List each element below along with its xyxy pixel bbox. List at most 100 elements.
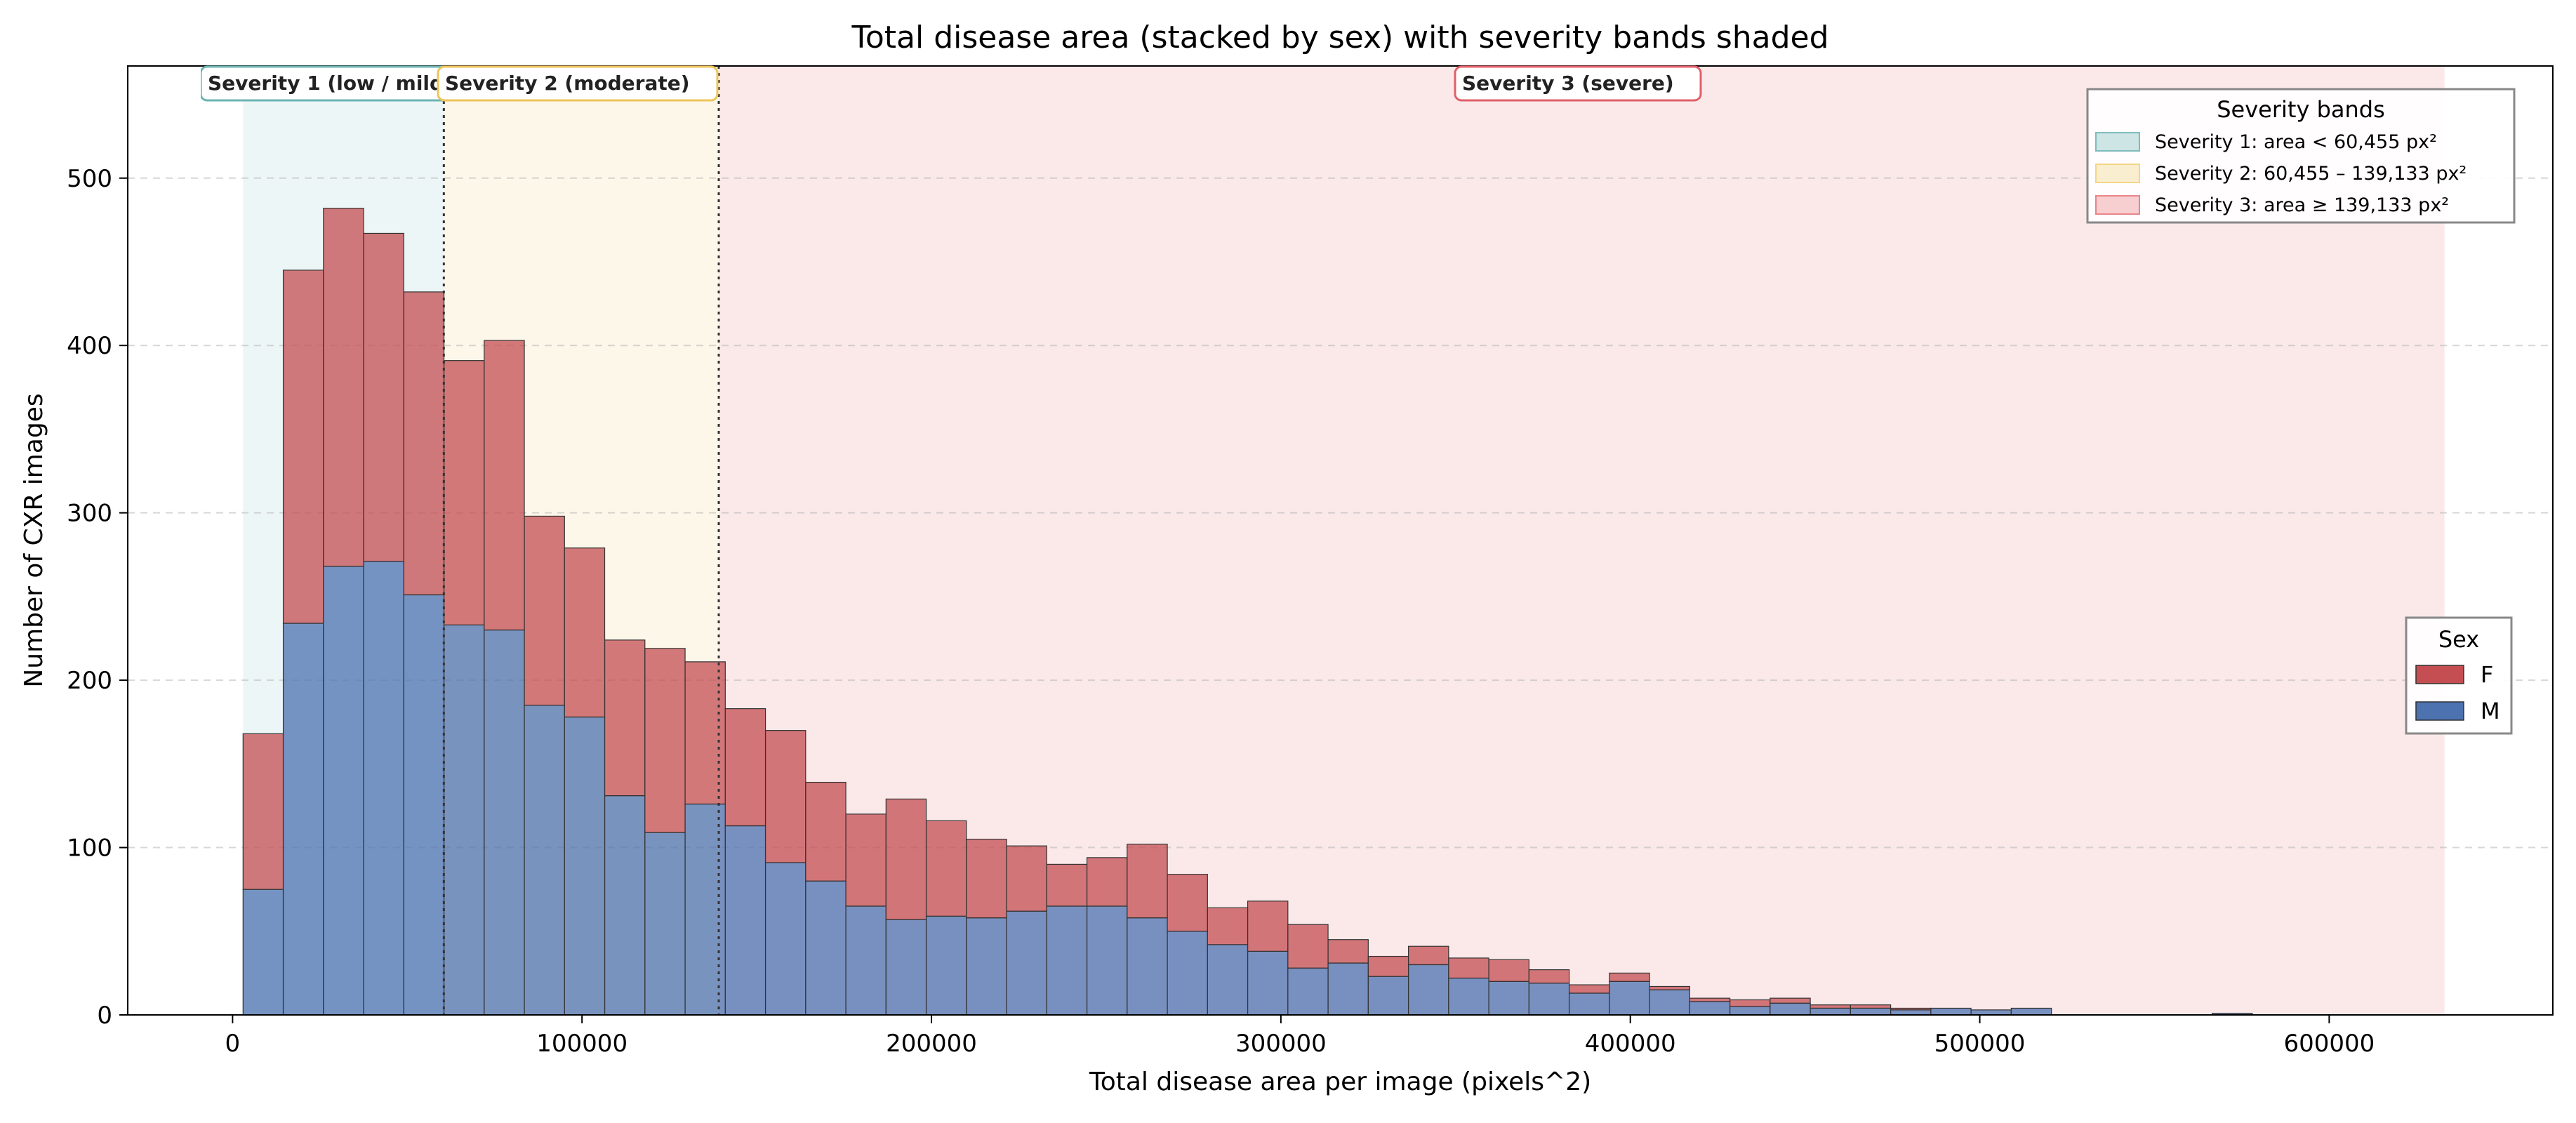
bar-f-3	[363, 232, 404, 562]
y-tick-label: 0	[97, 1002, 112, 1030]
bar-m-7	[524, 705, 565, 1016]
bar-m-4	[403, 594, 445, 1016]
y-tick-label: 100	[67, 835, 112, 863]
band-tag-box	[1454, 65, 1702, 102]
bar-f-23	[1167, 874, 1208, 932]
legend-band-swatch-1	[2095, 132, 2140, 152]
legend-severity-bands: Severity bands Severity 1: area < 60,455 …	[2086, 88, 2516, 224]
bar-f-24	[1207, 907, 1249, 945]
bar-f-36	[1689, 997, 1731, 1002]
bar-m-17	[925, 915, 967, 1016]
band-tag-1: Severity 1 (low / mild)	[201, 65, 465, 102]
plot-frame	[127, 65, 2554, 1016]
band-tag-3: Severity 3 (severe)	[1454, 65, 1702, 102]
legend-band-label-3: Severity 3: area ≥ 139,133 px²	[2155, 194, 2449, 216]
bar-f-2	[323, 208, 364, 567]
legend-bands-box	[2086, 88, 2516, 224]
band-tag-label: Severity 1 (low / mild)	[208, 72, 453, 95]
bar-f-41	[1890, 1007, 1932, 1011]
bar-m-32	[1528, 983, 1570, 1016]
bar-f-22	[1127, 844, 1168, 919]
stacked-bars	[242, 208, 2253, 1016]
bar-m-1	[282, 623, 324, 1016]
bar-f-17	[925, 820, 967, 917]
bar-f-18	[966, 839, 1007, 919]
legend-sex-swatch-m	[2415, 701, 2464, 721]
bar-f-21	[1086, 857, 1128, 907]
bar-f-19	[1006, 845, 1047, 912]
bar-f-1	[282, 270, 324, 624]
bar-m-31	[1488, 981, 1529, 1016]
bar-m-2	[323, 566, 364, 1016]
legend-sex-swatch-f	[2415, 665, 2464, 684]
bar-f-32	[1528, 969, 1570, 984]
bar-f-26	[1287, 924, 1329, 969]
legend-sex-title: Sex	[2438, 626, 2479, 653]
bar-m-37	[1729, 1006, 1771, 1016]
legend-sex-label-f: F	[2481, 661, 2493, 688]
bar-m-34	[1609, 981, 1650, 1016]
x-tick-label: 0	[225, 1030, 241, 1058]
bar-f-16	[885, 798, 927, 920]
bar-f-38	[1770, 997, 1811, 1004]
bar-f-0	[242, 733, 284, 890]
bar-m-25	[1247, 950, 1289, 1016]
x-tick-label: 300000	[1235, 1030, 1327, 1058]
bar-f-34	[1609, 972, 1650, 982]
bar-m-43	[1970, 1009, 2012, 1016]
bar-m-19	[1006, 910, 1047, 1016]
bar-m-27	[1327, 962, 1369, 1016]
legend-sex-label-m: M	[2481, 698, 2500, 724]
bar-m-33	[1568, 992, 1610, 1016]
bar-m-5	[443, 624, 485, 1016]
bar-f-4	[403, 291, 445, 596]
band-tag-box	[437, 65, 719, 102]
bar-f-35	[1649, 985, 1690, 990]
bar-f-37	[1729, 999, 1771, 1007]
legend-band-label-2: Severity 2: 60,455 – 139,133 px²	[2155, 163, 2467, 185]
band-tag-content: Severity 1 (low / mild)	[201, 65, 465, 102]
bar-f-13	[764, 730, 806, 863]
legend-band-label-1: Severity 1: area < 60,455 px²	[2155, 131, 2437, 153]
bar-m-8	[564, 716, 606, 1016]
bar-m-36	[1689, 1001, 1731, 1016]
y-tick-label: 200	[67, 667, 112, 695]
bar-m-30	[1448, 977, 1489, 1016]
bar-m-16	[885, 919, 927, 1016]
band-tag-2: Severity 2 (moderate)	[437, 65, 719, 102]
bar-m-40	[1850, 1007, 1892, 1016]
y-tick-label: 500	[67, 165, 112, 193]
bar-m-22	[1127, 917, 1168, 1016]
x-tick-label: 200000	[886, 1030, 977, 1058]
band-tag-label: Severity 3 (severe)	[1462, 72, 1674, 95]
bar-m-44	[2010, 1007, 2052, 1016]
x-tick-label: 400000	[1585, 1030, 1676, 1058]
bar-m-41	[1890, 1009, 1932, 1016]
bar-m-10	[644, 832, 686, 1016]
bar-f-40	[1850, 1004, 1892, 1009]
bar-m-20	[1046, 905, 1088, 1016]
band-tag-box	[201, 65, 465, 102]
bar-f-15	[845, 813, 887, 907]
legend-band-swatch-3	[2095, 195, 2140, 215]
x-tick-label: 600000	[2283, 1030, 2375, 1058]
bar-m-18	[966, 917, 1007, 1016]
y-tick-label: 400	[67, 332, 112, 360]
bar-m-3	[363, 561, 404, 1016]
bar-f-27	[1327, 939, 1369, 964]
bar-m-12	[724, 825, 766, 1016]
bar-m-15	[845, 905, 887, 1016]
bar-m-0	[242, 889, 284, 1016]
bar-m-24	[1207, 944, 1249, 1016]
bar-f-14	[805, 781, 847, 882]
bar-m-13	[764, 862, 806, 1016]
bar-m-23	[1167, 931, 1208, 1016]
bar-f-20	[1046, 863, 1088, 907]
bar-f-25	[1247, 901, 1289, 952]
y-tick-label: 300	[67, 500, 112, 528]
bar-f-33	[1568, 984, 1610, 994]
y-axis: 0 100 200 300 400 500	[67, 165, 128, 1030]
bar-f-12	[724, 708, 766, 827]
